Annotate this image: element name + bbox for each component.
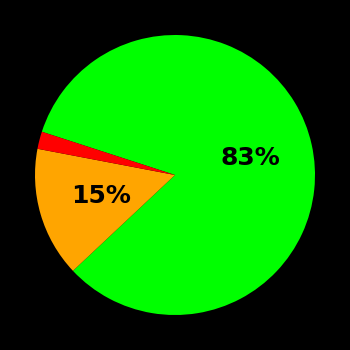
Text: 15%: 15% [71, 184, 131, 209]
Wedge shape [42, 35, 315, 315]
Wedge shape [37, 132, 175, 175]
Text: 83%: 83% [220, 146, 280, 170]
Wedge shape [35, 149, 175, 271]
